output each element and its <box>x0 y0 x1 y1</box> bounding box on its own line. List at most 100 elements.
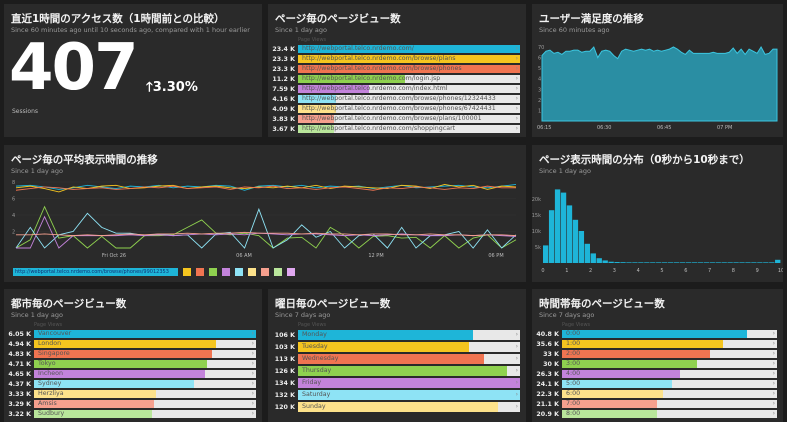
item-bar[interactable]: 1:00 › <box>562 339 777 349</box>
list-item[interactable]: 4.09 K http://webportal.telco.nrdemo.com… <box>271 104 520 114</box>
item-bar[interactable]: Sunday › <box>298 401 520 413</box>
item-bar[interactable]: http://webportal.telco.nrdemo.com/browse… <box>298 104 520 114</box>
list-item[interactable]: 24.1 K 5:00 › <box>535 379 777 389</box>
legend-swatch[interactable] <box>261 268 269 276</box>
item-bar[interactable]: Thursday › <box>298 365 520 377</box>
item-bar[interactable]: 2:00 › <box>562 349 777 359</box>
histogram-bar <box>691 262 698 263</box>
item-bar[interactable]: http://webportal.telco.nrdemo.com/index.… <box>298 84 520 94</box>
list-item[interactable]: 4.65 K Incheon › <box>7 369 256 379</box>
item-bar[interactable]: Tuesday › <box>298 341 520 353</box>
list-item[interactable]: 6.05 K Vancouver › <box>7 329 256 339</box>
item-label: 2:00 <box>566 349 581 357</box>
chevron-right-icon: › <box>515 366 518 374</box>
item-value: 33 K <box>543 350 559 358</box>
legend-swatch[interactable] <box>287 268 295 276</box>
x-tick-label: 1 <box>565 268 568 274</box>
list-item[interactable]: 3.33 K Herzliya › <box>7 389 256 399</box>
series-line <box>15 205 517 249</box>
item-label: Tuesday <box>302 342 328 350</box>
item-bar[interactable]: Herzliya › <box>34 389 256 399</box>
list-item[interactable]: 22.3 K 6:00 › <box>535 389 777 399</box>
list-item[interactable]: 3.67 K http://webportal.telco.nrdemo.com… <box>271 124 520 134</box>
list-item[interactable]: 23.4 K http://webportal.telco.nrdemo.com… <box>271 44 520 54</box>
item-label: http://webportal.telco.nrdemo.com/index.… <box>302 84 448 92</box>
list-item[interactable]: 3.83 K http://webportal.telco.nrdemo.com… <box>271 114 520 124</box>
list-item[interactable]: 126 K Thursday › <box>271 365 520 377</box>
item-bar[interactable]: 4:00 › <box>562 369 777 379</box>
item-bar[interactable]: http://webportal.telco.nrdemo.com/browse… <box>298 94 520 104</box>
list-item[interactable]: 3.22 K Sudbury › <box>7 409 256 419</box>
list-item[interactable]: 4.94 K London › <box>7 339 256 349</box>
item-bar[interactable]: 7:00 › <box>562 399 777 409</box>
series-line <box>16 215 517 249</box>
x-tick-label: 06:45 <box>657 125 671 131</box>
list-item[interactable]: 134 K Friday › <box>271 377 520 389</box>
item-bar[interactable]: 0:00 › <box>562 329 777 339</box>
list-item[interactable]: 40.8 K 0:00 › <box>535 329 777 339</box>
legend-swatch[interactable] <box>183 268 191 276</box>
sessions-label: Sessions <box>12 108 39 115</box>
item-bar[interactable]: London › <box>34 339 256 349</box>
item-bar[interactable]: Incheon › <box>34 369 256 379</box>
item-label: Tokyo <box>38 359 56 367</box>
list-item[interactable]: 4.16 K http://webportal.telco.nrdemo.com… <box>271 94 520 104</box>
legend-swatch[interactable] <box>274 268 282 276</box>
legend-item[interactable]: http://webportal.telco.nrdemo.com/browse… <box>13 268 178 276</box>
list-item[interactable]: 106 K Monday › <box>271 329 520 341</box>
legend-swatch[interactable] <box>209 268 217 276</box>
item-bar[interactable]: 8:00 › <box>562 409 777 419</box>
item-bar[interactable]: http://webportal.telco.nrdemo.com/login.… <box>298 74 520 84</box>
list-item[interactable]: 132 K Saturday › <box>271 389 520 401</box>
item-bar[interactable]: http://webportal.telco.nrdemo.com/browse… <box>298 64 520 74</box>
item-bar[interactable]: Saturday › <box>298 389 520 401</box>
item-bar[interactable]: Wednesday › <box>298 353 520 365</box>
item-bar[interactable]: 6:00 › <box>562 389 777 399</box>
list-item[interactable]: 103 K Tuesday › <box>271 341 520 353</box>
chevron-right-icon: › <box>515 74 518 82</box>
item-bar[interactable]: Tokyo › <box>34 359 256 369</box>
satisfaction-area-chart: 10 20 30 40 50 60 70 06:15 06:30 06:45 07 PM <box>537 45 778 131</box>
list-item[interactable]: 4.71 K Tokyo › <box>7 359 256 369</box>
list-item[interactable]: 30 K 3:00 › <box>535 359 777 369</box>
item-bar-fill <box>298 64 520 74</box>
item-bar[interactable]: Monday › <box>298 329 520 341</box>
list-item[interactable]: 26.3 K 4:00 › <box>535 369 777 379</box>
list-item[interactable]: 3.29 K Amsis › <box>7 399 256 409</box>
bar-list: 23.4 K http://webportal.telco.nrdemo.com… <box>271 44 520 134</box>
item-bar[interactable]: Vancouver › <box>34 329 256 339</box>
item-bar[interactable]: 5:00 › <box>562 379 777 389</box>
item-bar[interactable]: Friday › <box>298 377 520 389</box>
item-bar[interactable]: Singapore › <box>34 349 256 359</box>
list-item[interactable]: 113 K Wednesday › <box>271 353 520 365</box>
list-item[interactable]: 120 K Sunday › <box>271 401 520 413</box>
list-item[interactable]: 20.9 K 8:00 › <box>535 409 777 419</box>
item-bar[interactable]: Sydney › <box>34 379 256 389</box>
item-bar[interactable]: http://webportal.telco.nrdemo.com/browse… <box>298 54 520 64</box>
item-bar[interactable]: http://webportal.telco.nrdemo.com/shoppi… <box>298 124 520 134</box>
item-bar[interactable]: http://webportal.telco.nrdemo.com/ › <box>298 44 520 54</box>
list-item[interactable]: 23.3 K http://webportal.telco.nrdemo.com… <box>271 64 520 74</box>
item-bar[interactable]: Sudbury › <box>34 409 256 419</box>
legend-swatch[interactable] <box>235 268 243 276</box>
list-item[interactable]: 7.59 K http://webportal.telco.nrdemo.com… <box>271 84 520 94</box>
item-bar[interactable]: http://webportal.telco.nrdemo.com/browse… <box>298 114 520 124</box>
list-item[interactable]: 4.37 K Sydney › <box>7 379 256 389</box>
list-item[interactable]: 11.2 K http://webportal.telco.nrdemo.com… <box>271 74 520 84</box>
legend-swatch[interactable] <box>248 268 256 276</box>
list-item[interactable]: 21.1 K 7:00 › <box>535 399 777 409</box>
list-item[interactable]: 35.6 K 1:00 › <box>535 339 777 349</box>
item-value: 3.33 K <box>8 390 31 398</box>
list-item[interactable]: 4.83 K Singapore › <box>7 349 256 359</box>
list-item[interactable]: 23.3 K http://webportal.telco.nrdemo.com… <box>271 54 520 64</box>
item-bar-fill <box>562 339 724 349</box>
list-item[interactable]: 33 K 2:00 › <box>535 349 777 359</box>
item-value: 3.22 K <box>8 410 31 418</box>
legend-swatch[interactable] <box>222 268 230 276</box>
legend-swatch[interactable] <box>196 268 204 276</box>
item-bar[interactable]: Amsis › <box>34 399 256 409</box>
x-tick-label: 5 <box>660 268 663 274</box>
panel-subtitle: Since 60 minutes ago until 10 seconds ag… <box>11 26 250 34</box>
chevron-right-icon: › <box>515 390 518 398</box>
item-bar[interactable]: 3:00 › <box>562 359 777 369</box>
